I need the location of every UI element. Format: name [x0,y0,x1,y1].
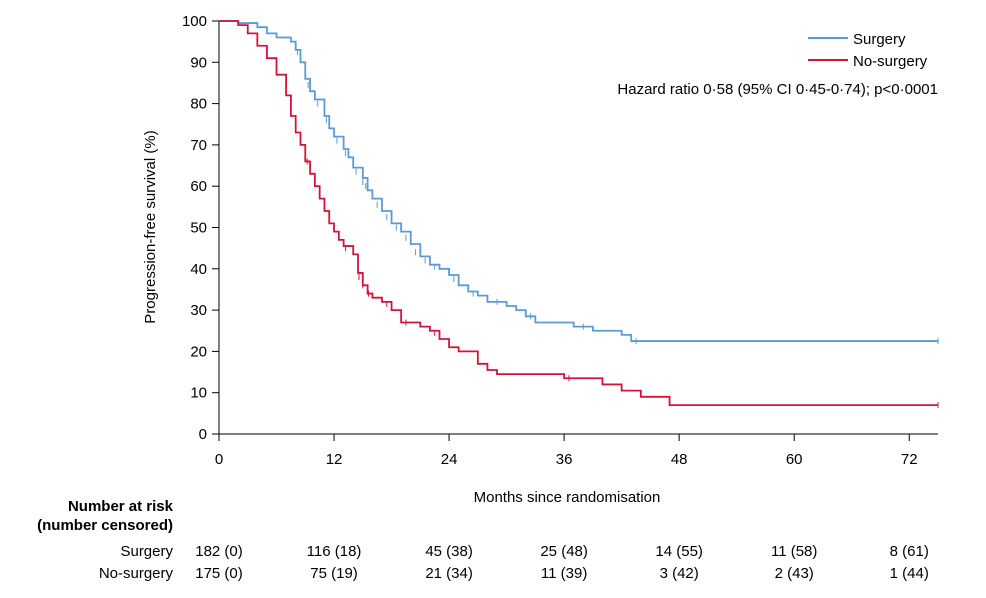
risk-value: 182 (0) [195,543,243,560]
y-tick-label: 100 [182,13,207,30]
hazard-ratio-annotation: Hazard ratio 0·58 (95% CI 0·45-0·74); p<… [617,81,938,98]
plot-area: 0 10 20 30 40 50 60 70 80 90 100 0 12 24 36 48 60 72 [182,13,939,468]
risk-row-label-surgery: Surgery [120,543,173,560]
x-tick-label: 36 [556,451,573,468]
y-tick-label: 10 [190,385,207,402]
risk-table-subtitle: (number censored) [37,517,173,534]
legend-label-surgery: Surgery [853,31,906,48]
y-tick-label: 80 [190,96,207,113]
x-tick-label: 48 [671,451,688,468]
risk-table-title: Number at risk [68,498,174,515]
risk-row-label-no-surgery: No-surgery [99,565,174,582]
risk-value: 11 (39) [541,565,587,582]
risk-value: 75 (19) [310,565,358,582]
x-tick-label: 0 [215,451,223,468]
risk-value: 11 (58) [771,543,817,560]
risk-value: 1 (44) [890,565,929,582]
risk-value: 8 (61) [890,543,929,560]
x-tick-label: 72 [901,451,918,468]
risk-value: 175 (0) [195,565,243,582]
risk-values: 182 (0) 116 (18) 45 (38) 25 (48) 14 (55) 11 (… [195,543,929,582]
risk-value: 14 (55) [655,543,703,560]
risk-value: 25 (48) [540,543,588,560]
risk-value: 3 (42) [660,565,699,582]
risk-value: 21 (34) [425,565,473,582]
y-tick-label: 20 [190,343,207,360]
y-tick-label: 60 [190,178,207,195]
legend-label-no-surgery: No-surgery [853,53,928,70]
y-tick-label: 30 [190,302,207,319]
x-tick-label: 60 [786,451,803,468]
series-line-surgery [219,20,938,342]
x-tick-label: 24 [441,451,458,468]
y-tick-label: 90 [190,54,207,71]
legend: Surgery No-surgery [808,31,928,70]
y-ticks: 0 10 20 30 40 50 60 70 80 90 100 [182,13,219,443]
y-axis-label: Progression-free survival (%) [142,130,159,323]
risk-value: 116 (18) [307,543,362,560]
series-group [219,20,939,409]
risk-value: 45 (38) [425,543,473,560]
x-ticks: 0 12 24 36 48 60 72 [215,434,918,468]
x-axis-label: Months since randomisation [474,489,661,506]
y-tick-label: 40 [190,261,207,278]
y-tick-label: 70 [190,137,207,154]
y-tick-label: 50 [190,220,207,237]
series-line-no-surgery [219,20,938,406]
y-tick-label: 0 [199,426,207,443]
risk-value: 2 (43) [775,565,814,582]
risk-table: Number at risk (number censored) Surgery… [37,498,929,582]
x-tick-label: 12 [326,451,343,468]
